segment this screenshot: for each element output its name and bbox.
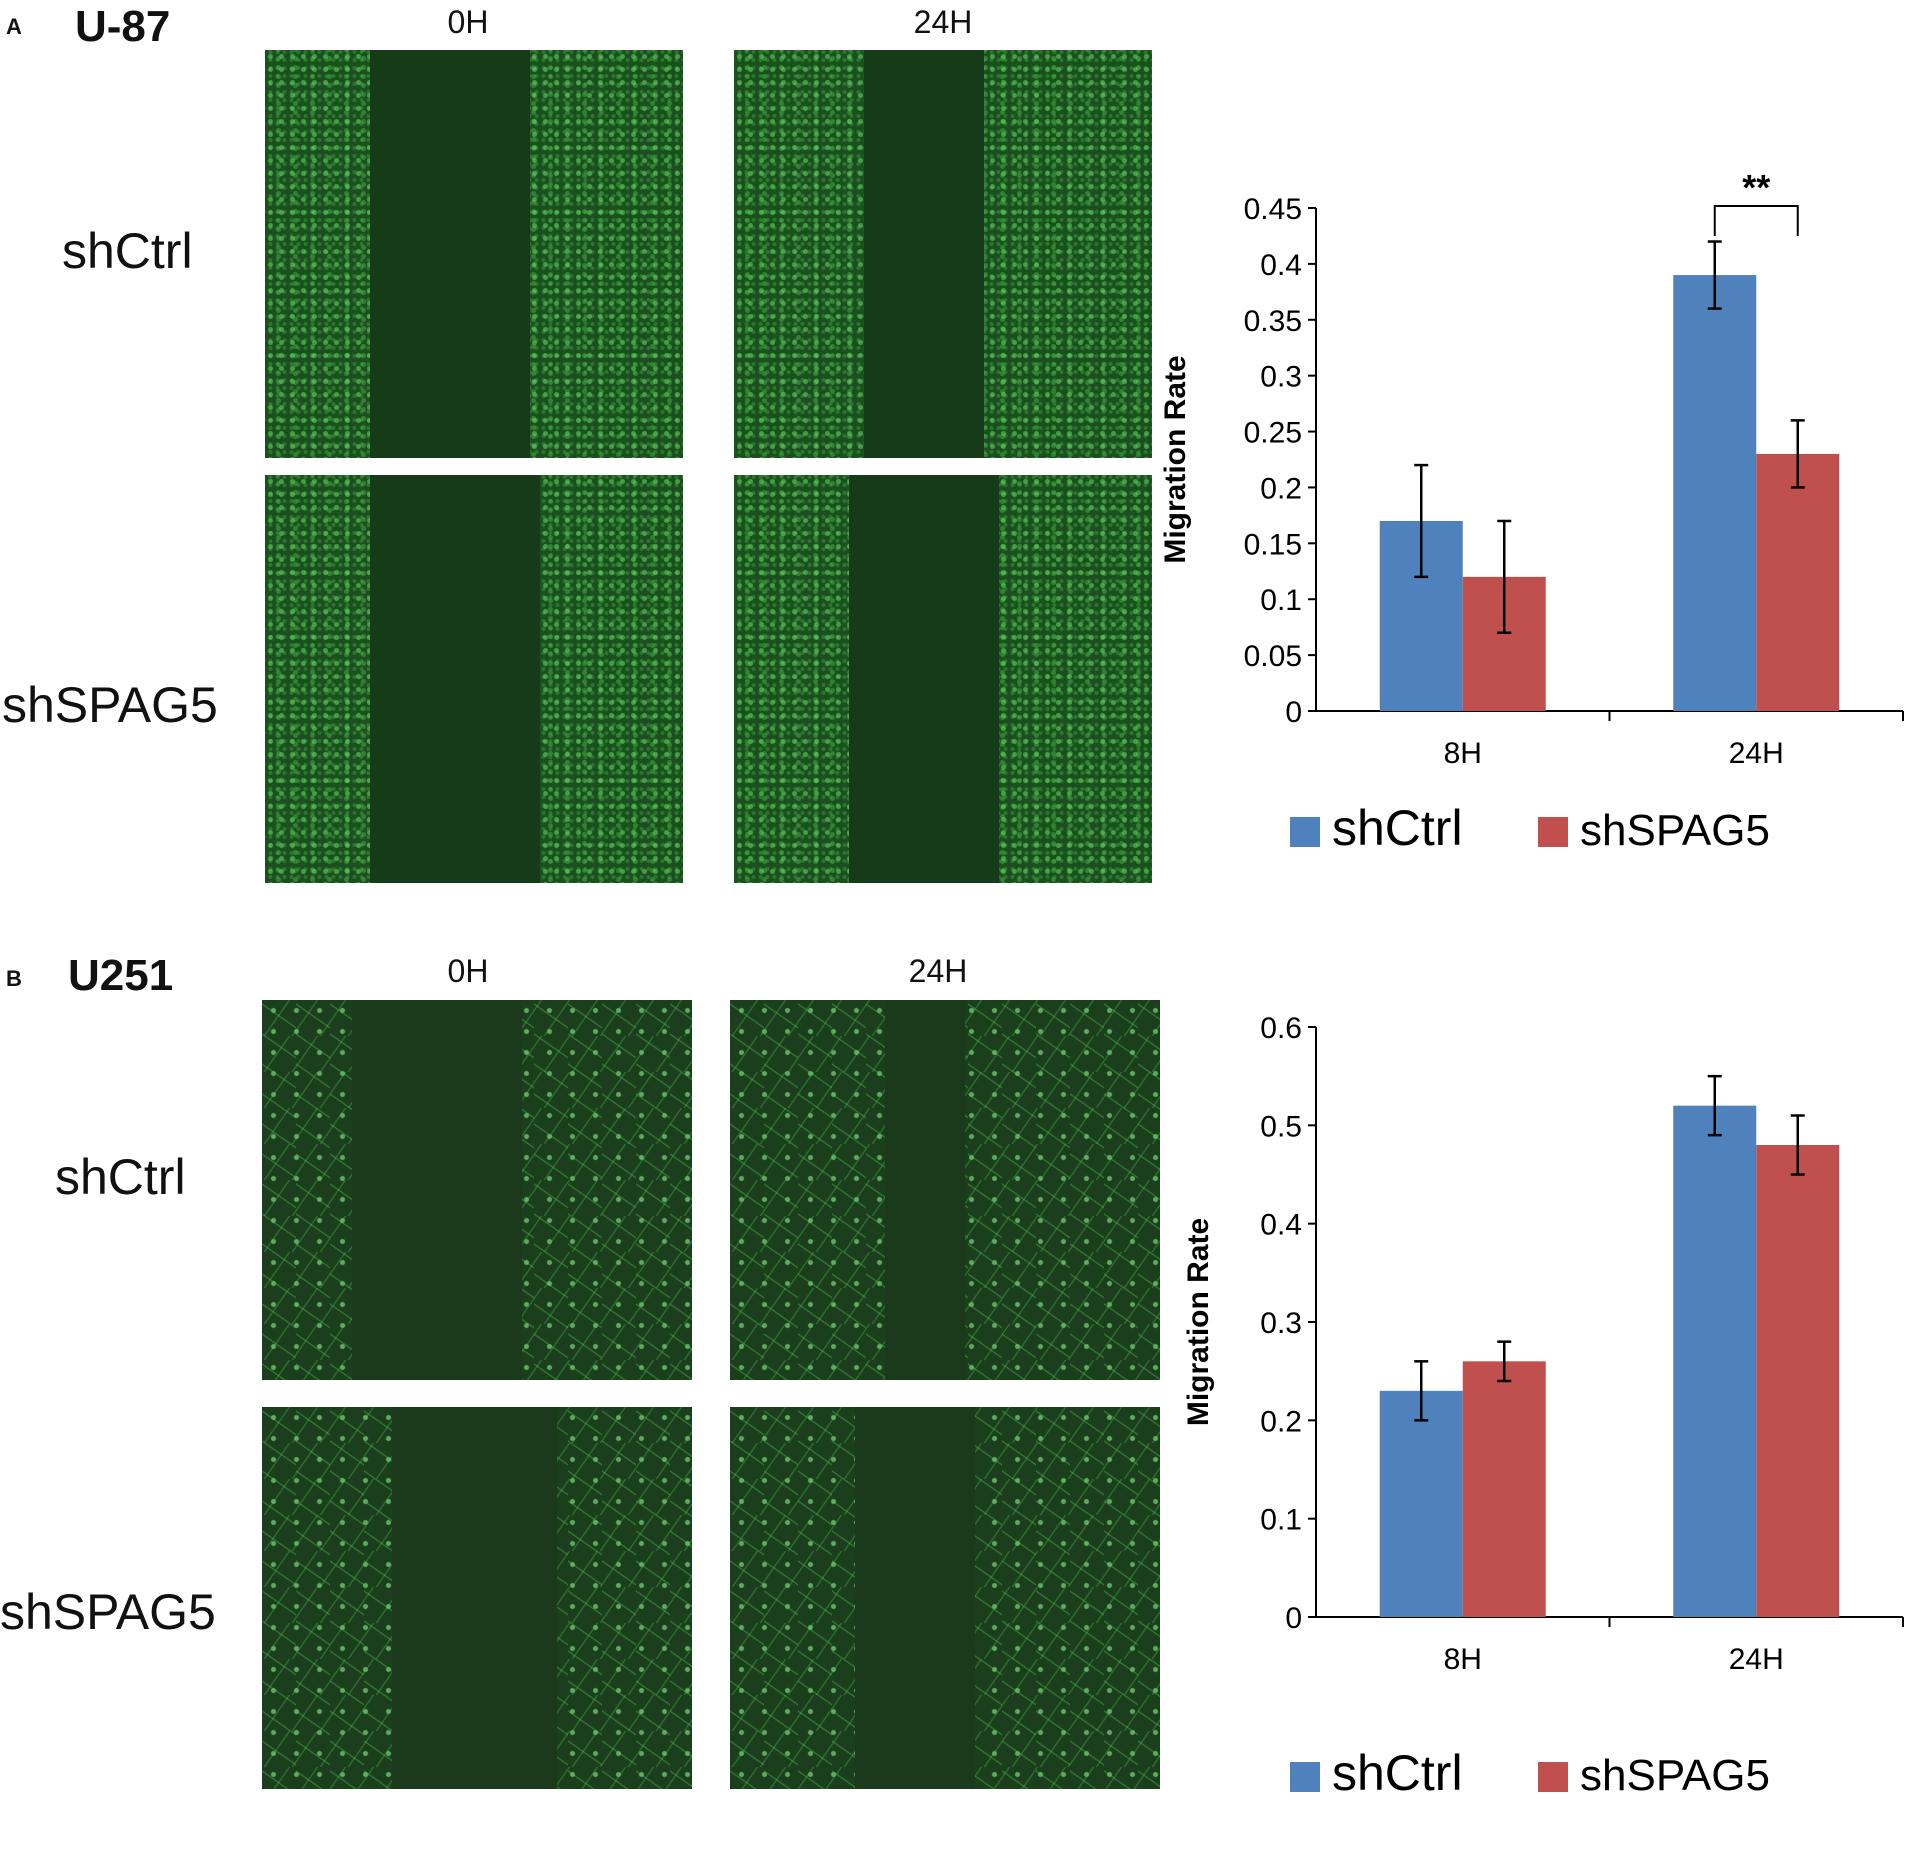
- y-tick-label: 0.35: [1244, 305, 1302, 338]
- bar-shctrl-24h: [1673, 275, 1757, 711]
- y-tick-label: 0.3: [1260, 361, 1302, 394]
- micrograph-shctrl-24h: [730, 1000, 1160, 1380]
- cell-line-title: U251: [68, 951, 174, 1000]
- bar-shspag5-24h: [1756, 1145, 1840, 1617]
- y-tick-label: 0.1: [1260, 584, 1302, 617]
- y-tick-label: 0.5: [1260, 1110, 1302, 1143]
- y-tick-label: 0: [1285, 696, 1302, 729]
- micrograph-shspag5-0h: [265, 475, 683, 883]
- legend-label-shspag5: shSPAG5: [1580, 1751, 1770, 1800]
- time-label-0h: 0H: [447, 4, 489, 40]
- micrograph-shspag5-24h: [730, 1407, 1160, 1789]
- x-tick-label: 8H: [1444, 1643, 1482, 1676]
- micrograph-shctrl-0h: [262, 1000, 692, 1380]
- y-tick-label: 0.25: [1244, 417, 1302, 450]
- legend-label-shctrl: shCtrl: [1332, 1745, 1463, 1801]
- row-label-shspag5: shSPAG5: [0, 1584, 216, 1640]
- panel-b: B U251 0H 24H shCtrl shSPAG5 0 0.1 0.2 0.3 0…: [0, 945, 1907, 1875]
- legend-swatch-shctrl: [1290, 1762, 1320, 1792]
- panel-letter: B: [6, 966, 22, 991]
- y-tick-label: 0.4: [1260, 1209, 1302, 1242]
- y-tick-label: 0.2: [1260, 472, 1302, 505]
- y-tick-label: 0.15: [1244, 528, 1302, 561]
- time-label-24h: 24H: [908, 953, 968, 989]
- micrograph-shspag5-0h: [262, 1407, 692, 1789]
- y-axis-label: Migration Rate: [1182, 1218, 1215, 1426]
- legend-swatch-shspag5: [1538, 1762, 1568, 1792]
- cell-line-title: U-87: [75, 2, 171, 51]
- significance-label: **: [1742, 167, 1770, 208]
- panel-a: A U-87 0H 24H shCtrl shSPAG5 0 0.05 0.1 0.1…: [0, 0, 1907, 930]
- x-tick-label: 8H: [1444, 737, 1482, 770]
- legend-label-shctrl: shCtrl: [1332, 800, 1463, 856]
- bar-chart-u251: 0 0.1 0.2 0.3 0.4 0.5 0.6 Migration Rate 8H 24H sh…: [1182, 1012, 1904, 1801]
- y-axis-label: Migration Rate: [1159, 355, 1192, 563]
- legend-swatch-shspag5: [1538, 817, 1568, 847]
- row-label-shspag5: shSPAG5: [2, 677, 218, 733]
- y-tick-label: 0.3: [1260, 1307, 1302, 1340]
- y-tick-label: 0.2: [1260, 1405, 1302, 1438]
- legend-swatch-shctrl: [1290, 817, 1320, 847]
- y-tick-label: 0.45: [1244, 193, 1302, 226]
- row-label-shctrl: shCtrl: [55, 1149, 186, 1205]
- bar-shctrl-8h: [1379, 1390, 1463, 1617]
- micrograph-shspag5-24h: [734, 475, 1152, 883]
- x-tick-label: 24H: [1729, 1643, 1784, 1676]
- row-label-shctrl: shCtrl: [62, 223, 193, 279]
- time-label-0h: 0H: [447, 953, 489, 989]
- x-tick-label: 24H: [1729, 737, 1784, 770]
- micrograph-shctrl-0h: [265, 50, 683, 458]
- bar-chart-u87: 0 0.05 0.1 0.15 0.2 0.25 0.3 0.35 0.4 0.45 Migrati…: [1159, 167, 1904, 856]
- time-label-24h: 24H: [913, 4, 973, 40]
- panel-letter: A: [6, 14, 22, 39]
- legend-label-shspag5: shSPAG5: [1580, 806, 1770, 855]
- significance-bracket: [1713, 205, 1799, 236]
- y-tick-label: 0.05: [1244, 640, 1302, 673]
- bar-shspag5-24h: [1756, 453, 1840, 711]
- bar-shspag5-8h: [1462, 1361, 1546, 1617]
- y-tick-label: 0.6: [1260, 1012, 1302, 1045]
- y-tick-label: 0: [1285, 1602, 1302, 1635]
- y-tick-label: 0.4: [1260, 249, 1302, 282]
- micrograph-shctrl-24h: [734, 50, 1152, 458]
- y-tick-label: 0.1: [1260, 1504, 1302, 1537]
- bar-shctrl-24h: [1673, 1105, 1757, 1617]
